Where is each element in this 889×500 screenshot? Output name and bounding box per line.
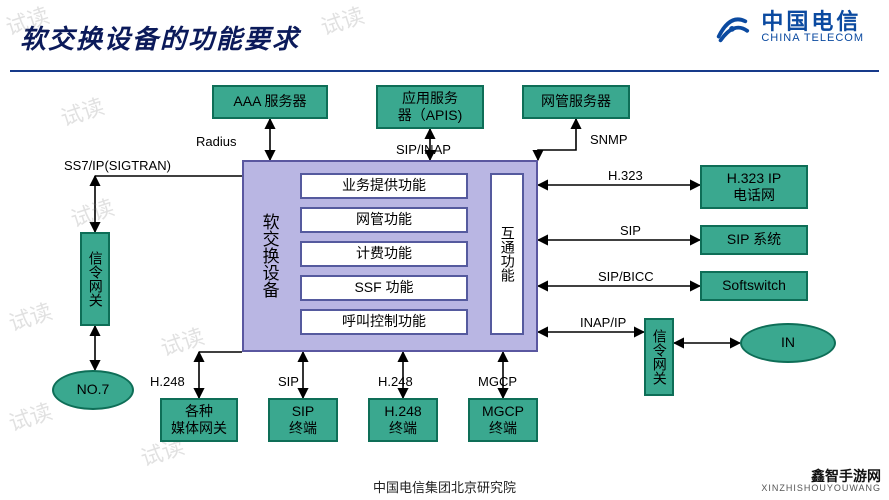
edge-label: SNMP xyxy=(590,132,628,147)
brand-en: CHINA TELECOM xyxy=(761,33,864,44)
node-f2: 网管功能 xyxy=(300,207,468,233)
node-f4: SSF 功能 xyxy=(300,275,468,301)
node-softswitch: Softswitch xyxy=(700,271,808,301)
edge-label: SS7/IP(SIGTRAN) xyxy=(64,158,171,173)
node-sg_left: 信令网关 xyxy=(80,232,110,326)
node-mgcp_term: MGCP终端 xyxy=(468,398,538,442)
source-cn: 鑫智手游网 xyxy=(761,469,881,484)
node-aaa: AAA 服务器 xyxy=(212,85,328,119)
node-sipsys: SIP 系统 xyxy=(700,225,808,255)
header-rule xyxy=(10,70,879,72)
diagram-canvas: AAA 服务器 应用服务器（APIS) 网管服务器软交换设备业务提供功能网管功能计费… xyxy=(0,74,889,470)
node-in: IN xyxy=(740,323,836,363)
edge-label: INAP/IP xyxy=(580,315,626,330)
node-h248_term: H.248终端 xyxy=(368,398,438,442)
edge-label: Radius xyxy=(196,134,236,149)
edge-label: SIP xyxy=(620,223,641,238)
node-f3: 计费功能 xyxy=(300,241,468,267)
edge-label: H.248 xyxy=(378,374,413,389)
slide-title: 软交换设备的功能要求 xyxy=(20,19,300,56)
node-apis: 应用服务器（APIS) xyxy=(376,85,484,129)
node-sg_right: 信令网关 xyxy=(644,318,674,396)
source-stamp: 鑫智手游网 XINZHISHOUYOUWANG xyxy=(761,469,881,494)
node-core_lbl: 软交换设备 xyxy=(256,195,282,315)
edge-label: H.248 xyxy=(150,374,185,389)
china-telecom-icon xyxy=(713,8,751,46)
brand-logo: 中国电信 CHINA TELECOM xyxy=(713,8,864,46)
node-sip_term: SIP终端 xyxy=(268,398,338,442)
node-no7: NO.7 xyxy=(52,370,134,410)
edge-label: SIP xyxy=(278,374,299,389)
node-interop: 互通功能 xyxy=(490,173,524,335)
node-nms: 网管服务器 xyxy=(522,85,630,119)
node-mgw: 各种媒体网关 xyxy=(160,398,238,442)
node-f1: 业务提供功能 xyxy=(300,173,468,199)
edge-label: SIP/BICC xyxy=(598,269,654,284)
edge-label: SIP/INAP xyxy=(396,142,451,157)
brand-cn: 中国电信 xyxy=(761,11,864,33)
node-f5: 呼叫控制功能 xyxy=(300,309,468,335)
brand-text: 中国电信 CHINA TELECOM xyxy=(761,11,864,44)
edge-label: MGCP xyxy=(478,374,517,389)
node-h323: H.323 IP电话网 xyxy=(700,165,808,209)
source-py: XINZHISHOUYOUWANG xyxy=(761,484,881,494)
slide-footer: 中国电信集团北京研究院 xyxy=(0,477,889,496)
edge-label: H.323 xyxy=(608,168,643,183)
